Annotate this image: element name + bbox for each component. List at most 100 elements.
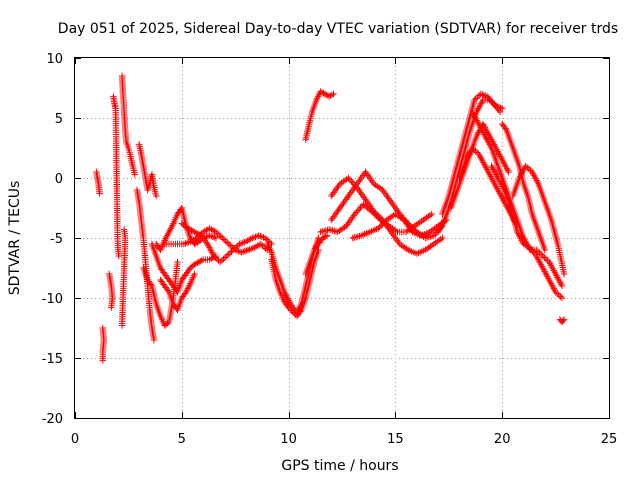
data-point (352, 182, 359, 190)
data-point (539, 252, 546, 260)
data-point (131, 171, 138, 178)
data-point (350, 181, 358, 188)
data-point (297, 308, 304, 315)
data-point (227, 242, 234, 249)
data-point (217, 233, 224, 240)
data-point (472, 95, 480, 102)
data-point (225, 251, 232, 258)
data-point (323, 232, 331, 239)
data-point (536, 249, 543, 257)
data-point (554, 290, 561, 297)
data-point (380, 219, 388, 226)
data-point (192, 260, 200, 267)
data-point (212, 228, 220, 236)
data-point (221, 254, 229, 261)
data-point (560, 270, 568, 278)
data-point (317, 88, 324, 95)
data-point (180, 240, 188, 248)
data-point (218, 257, 226, 264)
data-point (214, 230, 221, 237)
y-tick-label: -5 (50, 232, 63, 247)
data-point (319, 234, 326, 242)
data-point (502, 125, 509, 132)
data-point (236, 240, 243, 248)
data-point (255, 232, 262, 239)
data-point (153, 192, 160, 200)
y-axis-label: SDTVAR / TECUs (7, 181, 23, 296)
data-point (542, 255, 550, 263)
data-point (259, 242, 266, 249)
data-point (286, 306, 294, 313)
plot-frame (74, 57, 610, 419)
data-point (558, 294, 566, 302)
data-point (370, 208, 378, 215)
data-point (314, 93, 322, 100)
data-point (524, 164, 531, 171)
x-tick-label: 25 (601, 432, 618, 447)
data-point (108, 304, 115, 311)
data-point (200, 235, 207, 243)
grid-layer (75, 58, 609, 418)
data-point (147, 281, 154, 288)
y-tick-label: 10 (46, 52, 63, 67)
data-point (241, 239, 248, 246)
data-point (239, 239, 246, 246)
data-point (237, 240, 245, 247)
data-point (191, 240, 198, 248)
data-point (241, 248, 248, 255)
data-point (357, 204, 364, 211)
data-point (351, 210, 358, 218)
data-point (223, 252, 230, 260)
data-point (192, 240, 200, 247)
data-point (219, 234, 226, 242)
data-point (326, 93, 333, 100)
data-point (439, 234, 446, 242)
data-point (257, 233, 264, 240)
x-tick-label: 0 (71, 432, 79, 447)
data-point (238, 249, 245, 256)
data-point (354, 207, 361, 214)
data-point (257, 240, 264, 248)
data-point (376, 214, 383, 221)
data-point (474, 93, 481, 101)
data-point (375, 225, 382, 232)
data-point (191, 270, 198, 278)
data-point (355, 206, 363, 213)
data-point (560, 316, 568, 323)
data-point (258, 233, 266, 240)
y-tick-label: -20 (42, 412, 63, 427)
data-point (321, 234, 328, 241)
data-point (552, 288, 559, 296)
data-marks (93, 72, 568, 364)
data-point (150, 336, 158, 344)
data-point (216, 231, 223, 239)
data-point (525, 165, 533, 173)
data-point (244, 246, 252, 254)
data-point (194, 259, 201, 266)
data-point (118, 322, 126, 329)
data-point (211, 234, 218, 241)
y-tick-label: -10 (42, 292, 63, 307)
data-point (99, 357, 106, 364)
data-point (318, 89, 326, 96)
data-point (225, 240, 232, 248)
data-point (213, 255, 221, 263)
data-point (522, 162, 529, 170)
data-point (250, 234, 258, 241)
data-point (226, 249, 234, 257)
data-point (185, 239, 192, 246)
data-point (378, 222, 385, 229)
data-point (256, 241, 263, 249)
data-point (471, 96, 478, 104)
data-point (235, 248, 242, 255)
y-tick-label: 5 (55, 112, 63, 127)
data-point (184, 285, 191, 292)
data-point (115, 252, 122, 260)
data-point (376, 223, 383, 231)
data-point (496, 108, 504, 116)
data-point (164, 287, 172, 294)
data-point (480, 92, 488, 99)
data-point (493, 103, 500, 111)
data-point (534, 248, 542, 255)
data-point (183, 239, 191, 246)
